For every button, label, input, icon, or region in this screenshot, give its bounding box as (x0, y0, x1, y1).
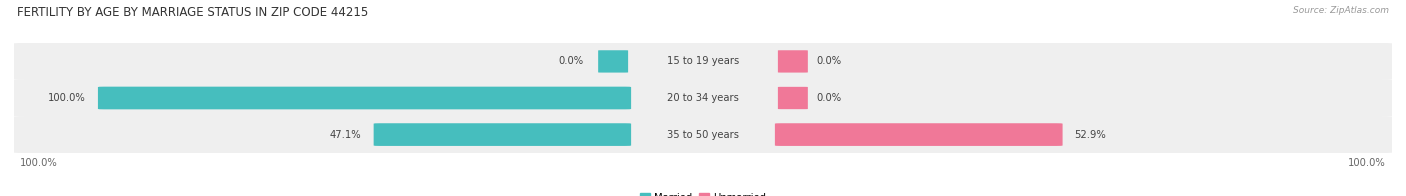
Legend: Married, Unmarried: Married, Unmarried (638, 191, 768, 196)
Text: 0.0%: 0.0% (558, 56, 583, 66)
FancyBboxPatch shape (11, 80, 1395, 116)
FancyBboxPatch shape (11, 116, 1395, 153)
Text: 0.0%: 0.0% (817, 56, 842, 66)
FancyBboxPatch shape (775, 123, 1063, 146)
FancyBboxPatch shape (11, 43, 1395, 80)
FancyBboxPatch shape (374, 123, 631, 146)
Text: 15 to 19 years: 15 to 19 years (666, 56, 740, 66)
Text: 20 to 34 years: 20 to 34 years (666, 93, 740, 103)
Text: Source: ZipAtlas.com: Source: ZipAtlas.com (1294, 6, 1389, 15)
Text: 100.0%: 100.0% (1348, 158, 1386, 168)
Text: 100.0%: 100.0% (20, 158, 58, 168)
Text: 0.0%: 0.0% (817, 93, 842, 103)
Text: FERTILITY BY AGE BY MARRIAGE STATUS IN ZIP CODE 44215: FERTILITY BY AGE BY MARRIAGE STATUS IN Z… (17, 6, 368, 19)
Text: 100.0%: 100.0% (48, 93, 86, 103)
FancyBboxPatch shape (98, 87, 631, 109)
Text: 52.9%: 52.9% (1074, 130, 1107, 140)
FancyBboxPatch shape (778, 50, 808, 73)
FancyBboxPatch shape (598, 50, 628, 73)
Text: 47.1%: 47.1% (330, 130, 361, 140)
FancyBboxPatch shape (778, 87, 808, 109)
Text: 35 to 50 years: 35 to 50 years (666, 130, 740, 140)
